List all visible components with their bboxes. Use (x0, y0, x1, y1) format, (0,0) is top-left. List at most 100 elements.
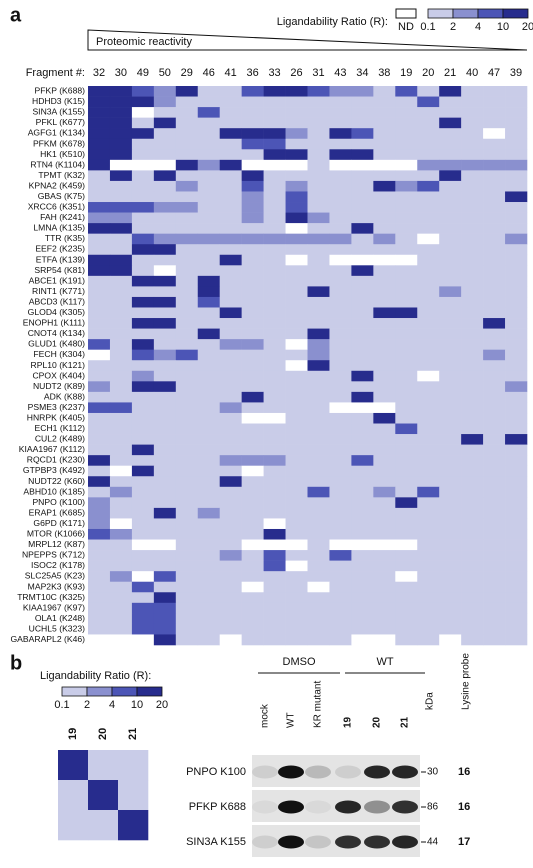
heat-cell (263, 571, 286, 583)
heat-cell (373, 296, 396, 308)
heat-cell (197, 339, 220, 350)
heat-cell (307, 170, 330, 182)
heat-cell (285, 328, 308, 340)
heat-cell (329, 318, 352, 329)
blot-label: PFKP K688 (189, 801, 246, 813)
heat-cell (439, 96, 462, 108)
blot-band (364, 800, 390, 814)
heat-cell (197, 518, 220, 530)
heat-cell (219, 528, 242, 540)
heat-cell (395, 318, 418, 329)
heat-cell (241, 328, 264, 340)
heat-cell (263, 339, 286, 350)
heat-cell (285, 86, 308, 97)
heat-cell (483, 571, 506, 583)
heat-cell (483, 180, 506, 192)
heat-cell (461, 528, 484, 540)
blot-band (335, 800, 361, 814)
row-label: ECH1 (K112) (35, 423, 86, 433)
heat-cell (285, 613, 308, 625)
heat-cell (395, 360, 418, 372)
heat-cell (417, 296, 440, 308)
heat-cell (439, 233, 462, 245)
heat-cell (131, 370, 155, 382)
heat-cell (153, 275, 177, 287)
heat-cell (131, 86, 155, 97)
heat-cell (395, 86, 418, 97)
heat-cell (88, 486, 111, 498)
heat-cell (241, 117, 264, 129)
heat-cell (263, 318, 286, 329)
heat-cell (373, 465, 396, 477)
heat-cell (88, 117, 111, 129)
heat-cell (505, 370, 528, 382)
heat-cell (131, 180, 155, 192)
row-label: CPOX (K404) (32, 370, 85, 380)
heat-cell (307, 275, 330, 287)
heat-cell (131, 96, 155, 108)
heat-cell (131, 476, 155, 488)
heat-cell (483, 381, 506, 393)
heat-cell (88, 107, 111, 118)
heat-cell (307, 202, 330, 213)
heat-cell (373, 476, 396, 488)
heat-cell (329, 497, 352, 509)
scale-label: 2 (450, 21, 456, 33)
heat-cell (329, 86, 352, 97)
probe-value: 16 (458, 766, 470, 778)
heat-cell (131, 107, 155, 118)
heat-cell (461, 86, 484, 97)
heat-cell (197, 497, 220, 509)
heat-cell (241, 318, 264, 329)
heat-cell (131, 434, 155, 445)
heat-cell (285, 592, 308, 604)
heat-cell (263, 613, 286, 625)
heat-cell (351, 128, 374, 140)
heat-cell (483, 497, 506, 509)
heat-cell (307, 455, 330, 466)
heat-cell (263, 602, 286, 614)
heat-cell (131, 592, 155, 604)
heat-cell (439, 602, 462, 614)
heat-cell (175, 423, 199, 435)
heat-cell (417, 138, 440, 150)
heat-cell (197, 191, 220, 203)
heat-cell (307, 191, 330, 203)
heat-cell (219, 170, 242, 182)
heat-cell (241, 507, 264, 519)
heat-cell (483, 117, 506, 129)
row-label: GBAS (K75) (38, 191, 85, 201)
heat-cell (483, 223, 506, 234)
heat-cell (131, 202, 155, 213)
heat-cell (483, 434, 506, 445)
heat-cell (153, 149, 177, 161)
heat-cell (197, 202, 220, 213)
heat-cell (483, 149, 506, 161)
heat-cell (373, 265, 396, 277)
heat-cell (307, 286, 330, 298)
heat-cell (219, 634, 242, 646)
heat-cell (373, 497, 396, 509)
heat-cell (175, 275, 199, 287)
heat-cell (285, 170, 308, 182)
heat-cell (241, 360, 264, 372)
heat-cell (263, 254, 286, 266)
lane-label: KR mutant (313, 681, 324, 728)
heat-cell (153, 96, 177, 108)
heat-cell (131, 360, 155, 372)
heat-cell (307, 507, 330, 519)
heat-cell (395, 170, 418, 182)
heat-cell (461, 381, 484, 393)
heat-cell (219, 402, 242, 414)
heat-cell (395, 602, 418, 614)
heat-cell (197, 128, 220, 140)
heat-cell (439, 518, 462, 530)
heat-cell (417, 360, 440, 372)
heat-cell (461, 202, 484, 213)
heat-cell (219, 138, 242, 150)
heat-cell (219, 296, 242, 308)
heat-cell (505, 244, 528, 256)
heat-cell (505, 592, 528, 604)
heat-cell (351, 244, 374, 256)
